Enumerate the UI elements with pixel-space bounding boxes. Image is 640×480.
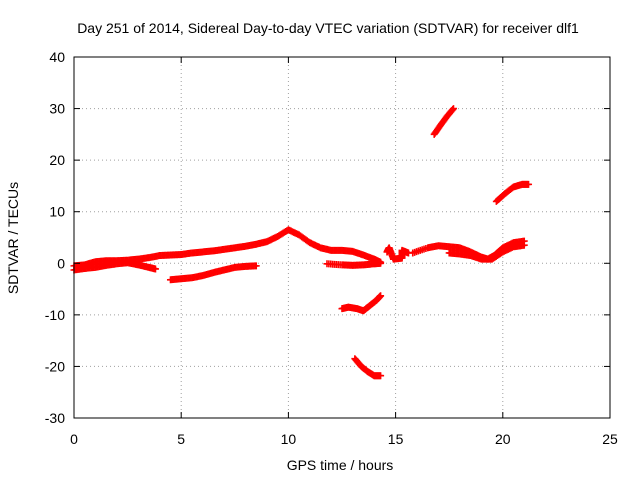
y-axis-label: SDTVAR / TECUs <box>5 182 21 294</box>
series-negative-10 <box>338 292 385 315</box>
y-tick-label: -30 <box>45 410 65 426</box>
y-tick-label: 10 <box>49 204 65 220</box>
plot-frame <box>73 56 611 419</box>
data-point <box>151 265 159 273</box>
series-late-lower <box>445 241 528 263</box>
series-lower-arc <box>166 262 260 284</box>
y-tick-label: 30 <box>49 101 65 117</box>
x-tick-label: 15 <box>388 431 404 447</box>
x-tick-label: 5 <box>177 431 185 447</box>
data-point <box>525 180 533 188</box>
series-plus-30 <box>430 105 457 138</box>
x-tick-label: 20 <box>495 431 511 447</box>
y-tick-label: 20 <box>49 152 65 168</box>
y-tick-label: 40 <box>49 49 65 65</box>
y-tick-label: -20 <box>45 358 65 374</box>
data-point <box>377 259 385 267</box>
y-tick-label: -10 <box>45 307 65 323</box>
data-point <box>449 105 457 113</box>
chart-title: Day 251 of 2014, Sidereal Day-to-day VTE… <box>77 20 579 36</box>
data-point <box>377 292 385 300</box>
data-points <box>70 105 533 380</box>
series-dip-arc <box>323 259 385 269</box>
y-tick-label: 0 <box>57 255 65 271</box>
series-sparse-gap <box>383 244 412 263</box>
axis-ticks: 0 5 10 15 20 25 -30 -20 -10 0 10 20 30 40 <box>45 49 618 447</box>
data-point <box>377 372 385 380</box>
x-axis-label: GPS time / hours <box>287 457 394 473</box>
series-plus-15 <box>492 180 533 205</box>
x-tick-label: 25 <box>602 431 618 447</box>
x-tick-label: 10 <box>281 431 297 447</box>
grid-lines <box>74 57 610 418</box>
x-tick-label: 0 <box>70 431 78 447</box>
data-point <box>520 241 528 249</box>
data-point <box>252 262 260 270</box>
series-early-lower <box>70 259 159 274</box>
data-point <box>449 106 457 114</box>
series-negative-20 <box>351 355 385 380</box>
